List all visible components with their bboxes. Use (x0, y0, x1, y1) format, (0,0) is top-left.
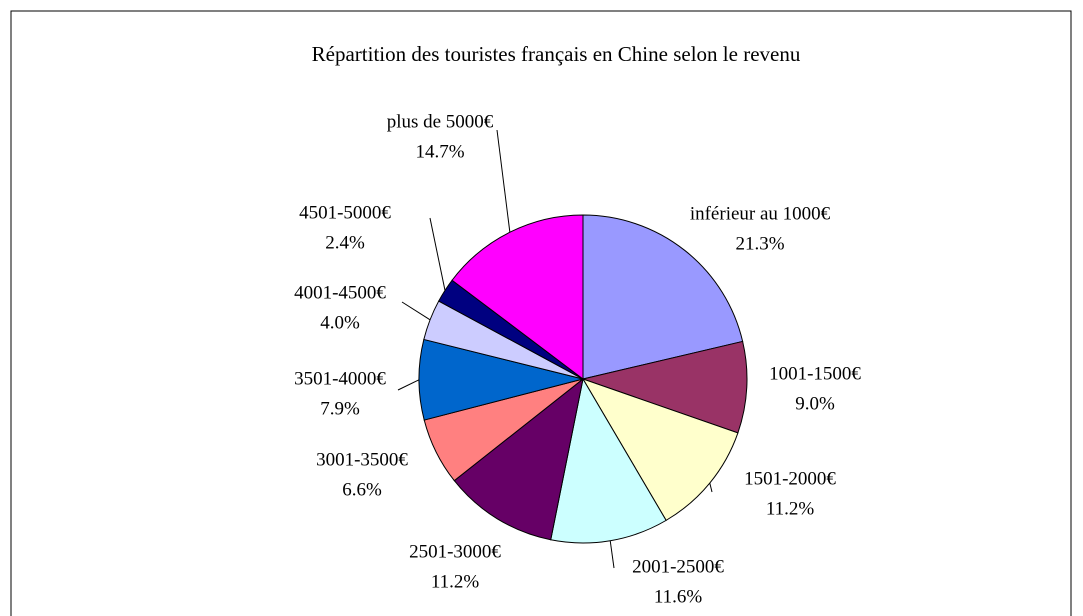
slice-value-label: 7.9% (320, 398, 360, 419)
leader-line (429, 217, 446, 291)
pie-slice (451, 214, 584, 381)
leader-line (397, 379, 420, 391)
slice-label: 3001-3500€ (316, 449, 408, 470)
leader-line (401, 301, 431, 321)
pie-slice (582, 214, 744, 380)
pie-slice (581, 378, 739, 522)
leader-line (496, 129, 511, 233)
chart-title: Répartition des touristes français en Ch… (312, 42, 801, 66)
pie-slice (453, 377, 584, 541)
slice-label: 2501-3000€ (409, 541, 501, 562)
slice-value-label: 21.3% (735, 233, 784, 254)
slice-label: 2001-2500€ (632, 556, 724, 577)
pie-slice (550, 377, 667, 544)
slice-value-label: 11.6% (654, 586, 703, 607)
slice-value-label: 6.6% (342, 479, 382, 500)
slice-label: inférieur au 1000€ (690, 203, 831, 224)
slice-label: 1001-1500€ (769, 363, 861, 384)
leader-line (609, 540, 615, 569)
slice-value-label: 11.2% (766, 498, 815, 519)
slice-value-label: 11.2% (431, 571, 480, 592)
slice-label: 4001-4500€ (294, 282, 386, 303)
slice-label: plus de 5000€ (387, 111, 494, 132)
slice-value-label: 4.0% (320, 312, 360, 333)
pie-slice (581, 340, 748, 434)
slice-value-label: 14.7% (415, 141, 464, 162)
slice-label: 3501-4000€ (294, 368, 386, 389)
slice-label: 1501-2000€ (744, 468, 836, 489)
slice-value-label: 2.4% (325, 232, 365, 253)
slice-label: 4501-5000€ (299, 202, 391, 223)
slice-value-label: 9.0% (795, 393, 835, 414)
leader-line (709, 482, 713, 493)
